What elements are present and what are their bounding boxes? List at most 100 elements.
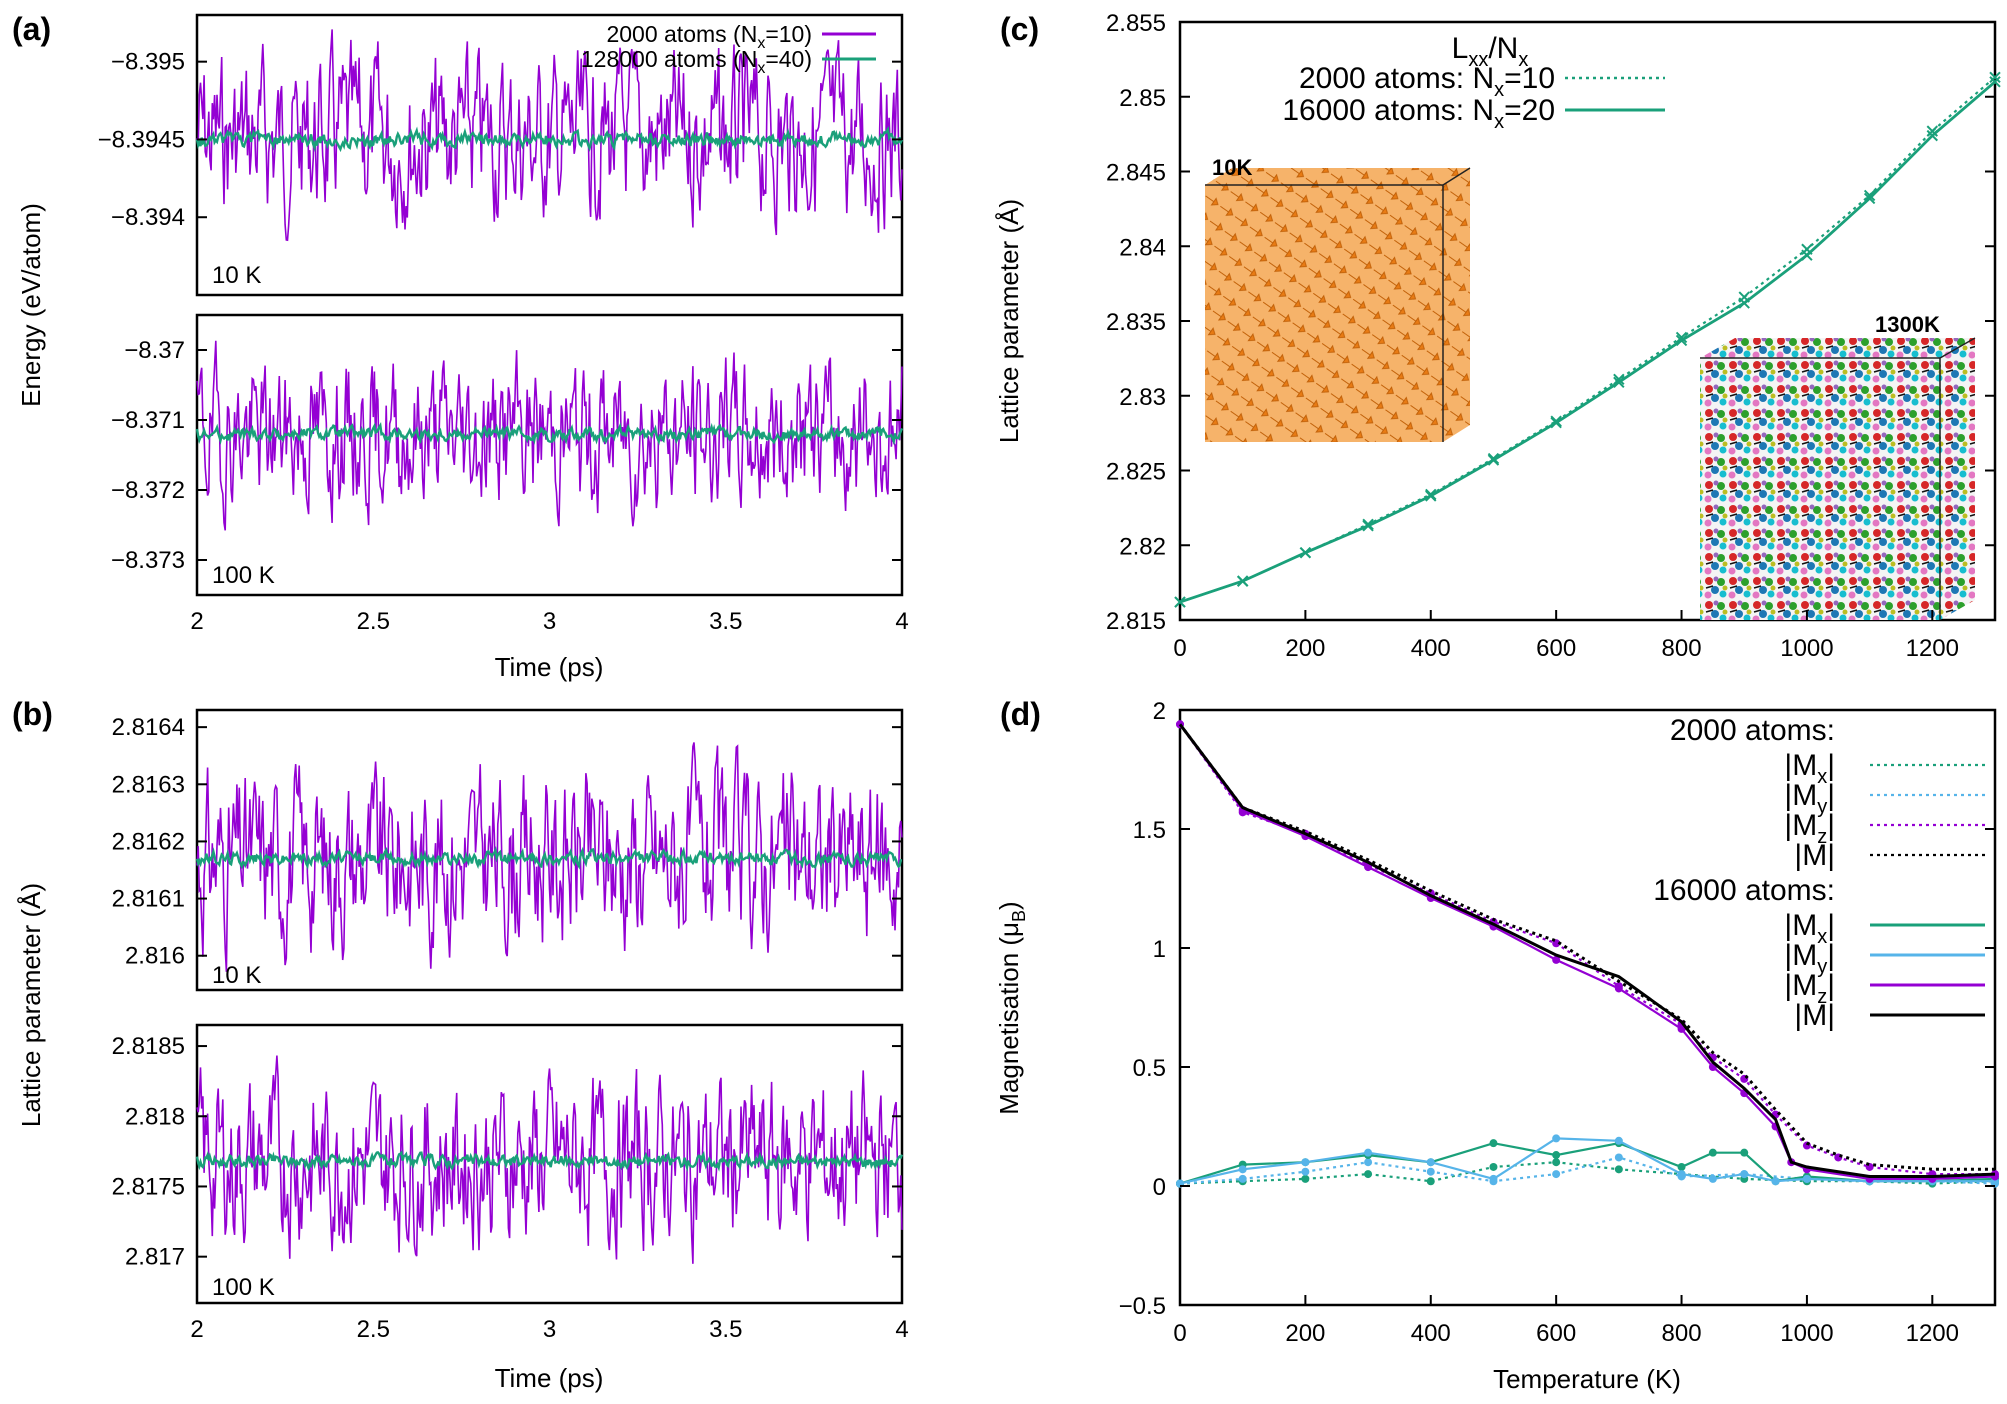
- panel-c-ylabel: Lattice parameter (Å): [994, 199, 1024, 443]
- panel-c-ytick-label: 2.83: [1119, 384, 1166, 411]
- panel-b-top-series-purple: [196, 742, 903, 972]
- panel-d-legend-label: |My|: [1784, 939, 1835, 978]
- panel-c-xtick-label: 1200: [1906, 635, 1959, 662]
- panel-b-top-series: [195, 742, 903, 972]
- panel-d-legend-label: |Mx|: [1784, 749, 1835, 788]
- panel-b-bottom-ytick-label: 2.8185: [112, 1033, 185, 1060]
- panel-a-bottom-ytick-label: −8.373: [111, 547, 185, 574]
- panel-d-point: [1677, 1024, 1686, 1033]
- panel-d-xtick-label: 600: [1536, 1320, 1576, 1347]
- panel-d-point: [1301, 1167, 1310, 1176]
- panel-d-yticks: 2 1.5 1 0.5 0 −0.5: [1119, 698, 1995, 1320]
- panel-c-ytick-label: 2.825: [1106, 459, 1166, 486]
- panel-b-bottom-ytick-label: 2.818: [125, 1103, 185, 1130]
- panel-b-xlabel: Time (ps): [495, 1363, 604, 1393]
- panel-a-xtick-label: 2: [190, 608, 203, 635]
- inset-1300k-label: 1300K: [1875, 312, 1940, 337]
- panel-a-bottom-ytick-label: −8.372: [111, 477, 185, 504]
- panel-c-xtick-label: 1000: [1780, 635, 1833, 662]
- panel-d-xtick-label: 800: [1662, 1320, 1702, 1347]
- panel-b-ylabel: Lattice parameter (Å): [16, 883, 46, 1127]
- panel-d-ytick-label: 2: [1153, 698, 1166, 725]
- panel-b-xtick-label: 3.5: [709, 1316, 742, 1343]
- panel-c-point: [1487, 454, 1500, 466]
- panel-b-bottom-series-green: [195, 1150, 904, 1173]
- panel-a-top-ytick-label: −8.3945: [98, 126, 185, 153]
- panel-d-point: [1301, 1174, 1310, 1183]
- panel-d-xtick-label: 400: [1411, 1320, 1451, 1347]
- panel-c-legend-entry-2: 16000 atoms: Nx=20: [1282, 94, 1555, 133]
- panel-d-series-2000-atoms-m-: [1178, 723, 1995, 1171]
- panel-a-xticks: 2 2.5 3 3.5 4: [190, 608, 908, 635]
- panel-d-legend: 2000 atoms: 16000 atoms: |Mx||My||Mz||M|…: [1653, 714, 1985, 1032]
- panel-a-xtick-label: 2.5: [357, 608, 390, 635]
- panel-d-series-16000-atoms-m-: [1178, 723, 1996, 1178]
- panel-a-legend: 2000 atoms (Nx=10) 128000 atoms (Nx=40): [581, 21, 876, 77]
- panel-d-point: [1552, 1134, 1561, 1143]
- panel-d-point: [1708, 1174, 1717, 1183]
- panel-d: 2 1.5 1 0.5 0 −0.5 0 200 400 600 800 1000 1200 Temp…: [994, 698, 1999, 1394]
- panel-a-top-ytick-label: −8.394: [111, 204, 185, 231]
- panel-a-top-series-green: [195, 125, 904, 153]
- panel-a-top-frame: [195, 13, 904, 297]
- panel-d-xlabel: Temperature (K): [1493, 1364, 1681, 1394]
- panel-c-ytick-label: 2.835: [1106, 309, 1166, 336]
- panel-c-series-2: [1179, 80, 1996, 604]
- panel-d-point: [1364, 863, 1373, 872]
- panel-d-series-2000-atoms-mx-: [1179, 1161, 1996, 1185]
- panel-a-ylabel: Energy (eV/atom): [16, 203, 46, 407]
- panel-d-point: [1238, 1174, 1247, 1183]
- panel-d-point: [1364, 1158, 1373, 1167]
- panel-d-ytick-label: 1: [1153, 936, 1166, 963]
- panel-d-legend-label: |Mx|: [1784, 909, 1835, 948]
- panel-d-xtick-label: 1200: [1906, 1320, 1959, 1347]
- panel-d-xticks: 0 200 400 600 800 1000 1200: [1173, 1295, 1959, 1347]
- panel-c-ytick-label: 2.84: [1119, 234, 1166, 261]
- panel-c-ytick-label: 2.855: [1106, 10, 1166, 37]
- panel-c-point: [1174, 596, 1186, 608]
- panel-d-legend-label: |M|: [1794, 839, 1835, 872]
- panel-a-legend-entry-1: 2000 atoms (Nx=10): [606, 21, 812, 52]
- panel-b-xtick-label: 4: [895, 1316, 908, 1343]
- panel-c-xtick-label: 0: [1173, 635, 1186, 662]
- panel-a-bottom-series-purple: [196, 340, 903, 531]
- panel-d-point: [1552, 1151, 1561, 1160]
- panel-b-bottom-series-purple: [196, 1055, 903, 1264]
- panel-a: −8.395−8.3945−8.394 −8.37−8.371−8.372−8.…: [16, 13, 909, 682]
- panel-d-point: [1489, 1162, 1498, 1171]
- panel-d-point: [1426, 1167, 1435, 1176]
- panel-a-bottom-frame: [195, 313, 904, 597]
- panel-c-point: [1362, 520, 1374, 532]
- panel-c-point: [1863, 192, 1876, 205]
- panel-d-legend-group-1: 2000 atoms:: [1670, 714, 1835, 747]
- panel-d-xtick-label: 0: [1173, 1320, 1186, 1347]
- panel-c-point: [1613, 376, 1625, 389]
- panel-c-point: [1236, 575, 1249, 587]
- panel-d-point: [1426, 1158, 1435, 1167]
- panel-d-series: [1176, 720, 1999, 1188]
- panel-c-point: [1299, 547, 1312, 559]
- panel-c-point: [1738, 297, 1750, 309]
- panel-d-ytick-label: 0.5: [1133, 1055, 1166, 1082]
- panel-b-top-ytick-label: 2.8162: [112, 828, 185, 855]
- panel-c-xticks: 0 200 400 600 800 1000 1200: [1173, 610, 1959, 662]
- panel-d-frame: [1178, 708, 1997, 1307]
- panel-d-point: [1740, 1170, 1749, 1179]
- panel-d-ytick-label: 0: [1153, 1174, 1166, 1201]
- panel-c-ytick-label: 2.815: [1106, 608, 1166, 635]
- panel-d-series-16000-atoms-mx-: [1179, 1142, 1996, 1185]
- panel-b-bottom-temp-label: 100 K: [212, 1274, 275, 1301]
- inset-10k-box: [1205, 168, 1470, 442]
- panel-d-legend-label: |My|: [1784, 779, 1835, 818]
- panel-a-bottom-temp-label: 100 K: [212, 562, 275, 589]
- panel-d-point: [1614, 984, 1623, 993]
- panel-d-point: [1364, 1148, 1373, 1157]
- panel-c-point: [1989, 71, 2001, 84]
- inset-1300k: 1300K: [1700, 312, 1976, 620]
- panel-d-ylabel: Magnetisation (μB): [994, 901, 1029, 1114]
- panel-d-point: [1489, 1139, 1498, 1148]
- panel-c-point: [1989, 76, 2001, 88]
- panel-b-top-ytick-label: 2.816: [125, 943, 185, 970]
- panel-c-xtick-label: 400: [1411, 635, 1451, 662]
